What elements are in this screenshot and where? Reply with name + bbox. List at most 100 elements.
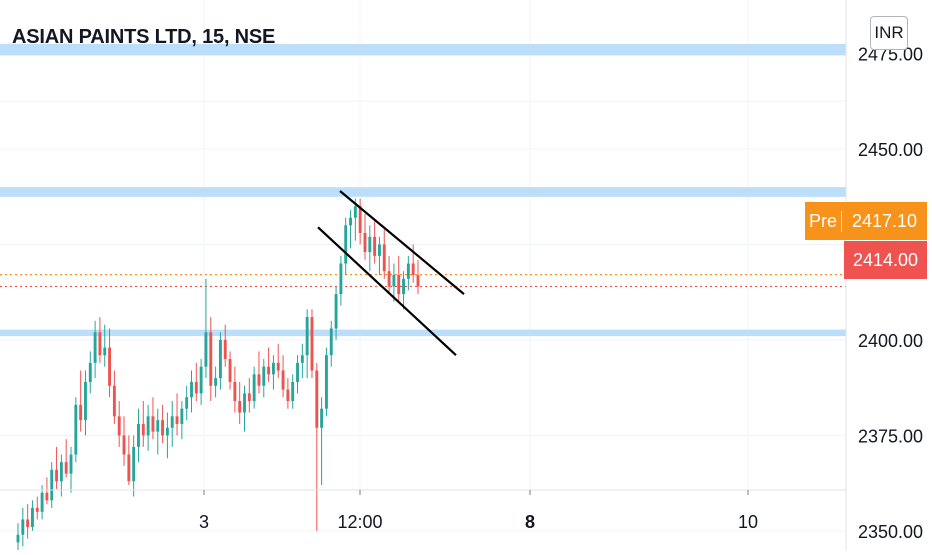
candle-body <box>194 381 198 394</box>
candle-body <box>180 408 184 424</box>
candle-body <box>26 519 30 528</box>
candle-body <box>368 236 372 253</box>
candle-body <box>190 381 193 398</box>
candle-body <box>378 244 381 256</box>
price-tick-label: 2450.00 <box>858 140 923 160</box>
candle-body <box>339 263 343 295</box>
candle-body <box>334 294 338 329</box>
candle-body <box>88 362 92 382</box>
candle-body <box>286 389 290 402</box>
candle-body <box>93 332 97 363</box>
pre-label: Pre <box>805 210 842 232</box>
candles <box>16 198 420 555</box>
candle-body <box>98 332 102 356</box>
candle-body <box>276 362 280 371</box>
candle-body <box>320 408 324 428</box>
candle-body <box>117 416 121 436</box>
time-tick-label: 8 <box>525 512 535 532</box>
candle-body <box>349 217 352 226</box>
candle-body <box>161 420 165 436</box>
price-tick-label: 2400.00 <box>858 331 923 351</box>
candle-body <box>16 534 20 543</box>
time-tick-label: 3 <box>199 512 209 532</box>
zone-band <box>0 187 846 197</box>
candle-body <box>79 404 83 421</box>
candle-body <box>281 370 285 390</box>
candle-body <box>344 225 348 264</box>
candle-body <box>382 244 386 272</box>
candle-body <box>31 507 34 528</box>
price-reference-lines <box>0 274 846 288</box>
time-axis[interactable]: 3 12:00 8 10 <box>0 489 846 532</box>
candle-body <box>175 416 179 424</box>
currency-button[interactable]: INR <box>870 16 908 50</box>
candle-body <box>373 236 377 256</box>
candle-body <box>21 519 25 535</box>
support-resistance-zones <box>0 43 846 337</box>
candle-body <box>151 416 155 432</box>
trendlines[interactable] <box>317 190 465 357</box>
candle-body <box>329 328 333 356</box>
candle-body <box>300 355 304 363</box>
time-tick-label: 10 <box>738 512 758 532</box>
candle-body <box>228 359 232 382</box>
candle-body <box>112 385 116 417</box>
pre-value: 2417.10 <box>851 210 918 231</box>
candle-body <box>257 374 261 386</box>
candle-body <box>353 206 357 218</box>
candle-body <box>247 393 251 402</box>
candle-body <box>199 366 203 394</box>
candle-body <box>185 397 189 409</box>
candle-body <box>310 317 314 371</box>
candle-body <box>387 271 391 287</box>
candle-body <box>165 427 169 436</box>
candle-body <box>55 469 58 482</box>
pre-market-price-tag: Pre 2417.10 <box>805 202 927 240</box>
candle-body <box>296 362 299 382</box>
trendline <box>339 190 465 295</box>
candle-body <box>40 492 44 512</box>
candle-body <box>363 232 367 253</box>
candle-body <box>324 355 328 409</box>
candle-body <box>137 423 140 447</box>
grid-lines <box>0 0 846 532</box>
candle-body <box>127 454 131 482</box>
candle-body <box>35 507 39 512</box>
candle-body <box>69 454 73 474</box>
candle-body <box>358 206 362 233</box>
candle-body <box>406 263 410 279</box>
candle-body <box>146 416 150 436</box>
candle-body <box>315 370 319 428</box>
candle-body <box>402 278 405 295</box>
candle-body <box>397 275 401 295</box>
candle-body <box>103 347 107 356</box>
candle-body <box>305 317 309 356</box>
candle-body <box>59 462 63 482</box>
candle-body <box>50 469 54 501</box>
trendline <box>317 226 457 357</box>
candle-body <box>416 275 420 287</box>
candle-body <box>170 416 174 428</box>
candle-body <box>108 347 112 386</box>
candle-body <box>223 339 227 360</box>
candle-body <box>238 401 242 413</box>
candle-body <box>233 381 237 402</box>
candle-body <box>291 381 295 402</box>
candle-body <box>64 462 68 474</box>
candle-body <box>252 374 256 402</box>
candle-body <box>209 332 213 386</box>
price-tick-label: 2375.00 <box>858 426 923 446</box>
candle-body <box>122 435 126 455</box>
candle-body <box>262 366 266 386</box>
candle-body <box>271 362 275 375</box>
candle-body <box>267 366 271 375</box>
candle-body <box>141 423 145 436</box>
symbol-title[interactable]: ASIAN PAINTS LTD, 15, NSE <box>12 26 276 48</box>
price-tick-label: 2350.00 <box>858 522 923 542</box>
candle-body <box>45 492 49 501</box>
candle-body <box>156 420 160 432</box>
time-tick-label: 12:00 <box>337 512 382 532</box>
